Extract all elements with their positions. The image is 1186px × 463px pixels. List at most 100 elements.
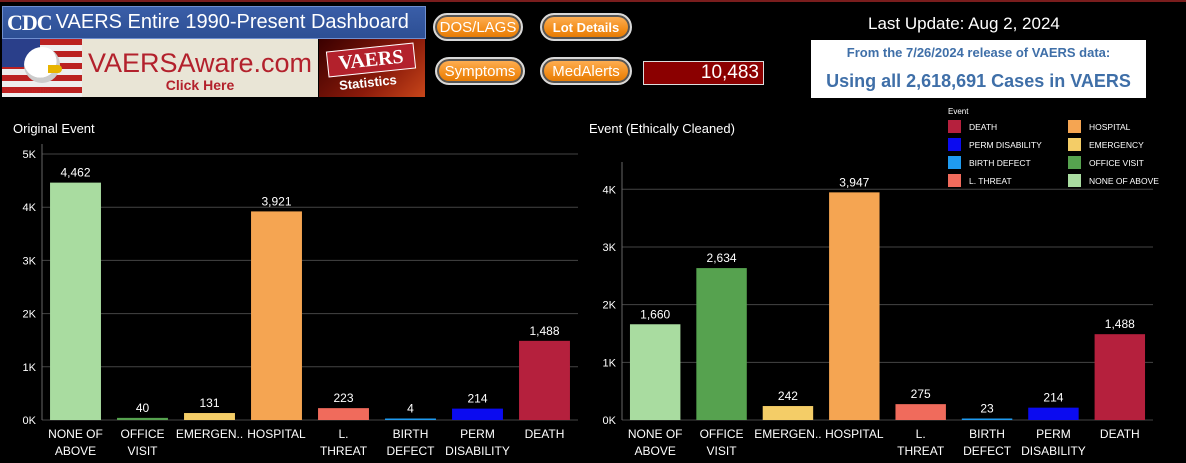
- legend-title: Event: [948, 107, 969, 116]
- bar-value-label: 131: [199, 396, 219, 410]
- release-info-box: From the 7/26/2024 release of VAERS data…: [811, 40, 1146, 98]
- last-update-label: Last Update: Aug 2, 2024: [868, 14, 1060, 33]
- bar-value-label: 242: [778, 389, 798, 403]
- bar: [318, 408, 369, 420]
- original-event-chart: 0K 1K 2K 3K 4K 5K 4,462 NONE OF ABOVE 40 OFFICE VIS…: [23, 144, 578, 458]
- bar-value-label: 4: [407, 402, 414, 416]
- category-label: HOSPITAL: [247, 427, 306, 441]
- legend-item: PERM DISABILITY: [948, 138, 1068, 151]
- bar-value-label: 1,488: [529, 324, 559, 338]
- bar: [452, 408, 503, 420]
- vaersaware-click-here: Click Here: [165, 77, 235, 93]
- bar: [696, 268, 747, 420]
- vaersaware-link-banner[interactable]: VAERSAware.com Click Here: [82, 39, 318, 97]
- event-legend: Event DEATH HOSPITAL PERM DISABILITY EMERGE…: [948, 107, 1178, 187]
- legend-swatch: [1068, 174, 1081, 187]
- category-label: L.: [338, 427, 348, 441]
- bar: [184, 413, 235, 420]
- category-label: HOSPITAL: [825, 427, 884, 441]
- bar: [629, 324, 681, 420]
- legend-items: DEATH HOSPITAL PERM DISABILITY EMERGENCY BIR…: [948, 120, 1178, 187]
- category-label: NONE OF: [628, 427, 683, 441]
- legend-label: L. THREAT: [969, 175, 1012, 186]
- category-label: PERM: [460, 427, 495, 441]
- category-label: THREAT: [320, 444, 368, 458]
- category-label: DISABILITY: [445, 444, 510, 458]
- y-tick-label: 5K: [23, 149, 37, 161]
- bar: [762, 406, 814, 420]
- bar-value-label: 3,921: [261, 194, 291, 208]
- category-label: DEATH: [525, 427, 565, 441]
- bar-value-label: 1,488: [1105, 317, 1135, 331]
- release-line-1: From the 7/26/2024 release of VAERS data…: [846, 45, 1111, 60]
- category-label: BIRTH: [393, 427, 429, 441]
- category-label: BIRTH: [969, 427, 1005, 441]
- eagle-flag-image: Welcome to Hinds: [2, 39, 82, 97]
- category-label: OFFICE: [121, 427, 165, 441]
- y-tick-label: 3K: [603, 242, 617, 254]
- legend-label: PERM DISABILITY: [969, 139, 1042, 150]
- legend-item: EMERGENCY: [1068, 138, 1178, 151]
- legend-label: DEATH: [969, 121, 998, 132]
- legend-item: DEATH: [948, 120, 1068, 133]
- bar: [117, 417, 168, 420]
- bar: [1094, 334, 1146, 420]
- legend-swatch: [1068, 120, 1081, 133]
- bar-value-label: 23: [980, 402, 994, 416]
- legend-label: NONE OF ABOVE: [1089, 175, 1159, 186]
- category-label: PERM: [1036, 427, 1071, 441]
- category-label: THREAT: [897, 444, 945, 458]
- vaersaware-title: VAERSAware.com: [87, 48, 313, 78]
- y-tick-label: 3K: [23, 255, 37, 267]
- legend-swatch: [948, 120, 961, 133]
- release-line-2: Using all 2,618,691 Cases in VAERS: [826, 71, 1131, 91]
- legend-item: L. THREAT: [948, 174, 1068, 187]
- category-label: DEFECT: [387, 444, 436, 458]
- bar-value-label: 223: [333, 391, 353, 405]
- chart-2-title: Event (Ethically Cleaned): [589, 121, 735, 136]
- cdc-logo: CDC: [7, 9, 53, 35]
- bar-value-label: 3,947: [839, 175, 869, 189]
- lot-details-button[interactable]: Lot Details: [540, 13, 632, 41]
- bar-value-label: 2,634: [707, 251, 737, 265]
- category-label: NONE OF: [48, 427, 103, 441]
- bar-value-label: 4,462: [60, 166, 90, 180]
- vaers-statistics-logo[interactable]: VAERS Statistics: [319, 39, 425, 97]
- category-label: DEFECT: [963, 444, 1012, 458]
- bar: [895, 404, 946, 420]
- legend-label: OFFICE VISIT: [1089, 157, 1144, 168]
- legend-label: EMERGENCY: [1089, 139, 1144, 150]
- category-label: DEATH: [1100, 427, 1140, 441]
- legend-swatch: [948, 156, 961, 169]
- category-label: VISIT: [127, 444, 158, 458]
- category-label: OFFICE: [700, 427, 744, 441]
- bar: [385, 418, 436, 420]
- dashboard-title: VAERS Entire 1990-Present Dashboard: [55, 11, 409, 33]
- category-label: ABOVE: [55, 444, 96, 458]
- category-label: EMERGEN..: [754, 427, 821, 441]
- legend-label: HOSPITAL: [1089, 121, 1131, 132]
- y-tick-label: 4K: [603, 184, 617, 196]
- bar: [1028, 407, 1079, 420]
- vaers-logo-word: VAERS: [325, 42, 417, 78]
- legend-item: BIRTH DEFECT: [948, 156, 1068, 169]
- ethically-cleaned-chart: 0K 1K 2K 3K 4K 1,660 NONE OF ABOVE 2,634 OFFICE VI…: [603, 162, 1153, 458]
- category-label: EMERGEN..: [176, 427, 243, 441]
- bar-value-label: 1,660: [640, 307, 670, 321]
- dos-lags-button[interactable]: DOS/LAGS: [433, 13, 523, 41]
- y-tick-label: 0K: [603, 415, 617, 427]
- legend-item: NONE OF ABOVE: [1068, 174, 1178, 187]
- y-tick-label: 2K: [23, 309, 37, 321]
- bar-value-label: 40: [136, 401, 150, 415]
- legend-item: OFFICE VISIT: [1068, 156, 1178, 169]
- symptoms-button[interactable]: Symptoms: [435, 57, 525, 85]
- category-label: L.: [916, 427, 926, 441]
- medalerts-button[interactable]: MedAlerts: [540, 57, 632, 85]
- eagle-caption: Welcome to Hinds: [4, 87, 56, 95]
- legend-swatch: [948, 138, 961, 151]
- legend-item: HOSPITAL: [1068, 120, 1178, 133]
- bar-value-label: 275: [911, 387, 931, 401]
- y-tick-label: 4K: [23, 202, 37, 214]
- chart-1-title: Original Event: [13, 121, 95, 136]
- y-tick-label: 2K: [603, 300, 617, 312]
